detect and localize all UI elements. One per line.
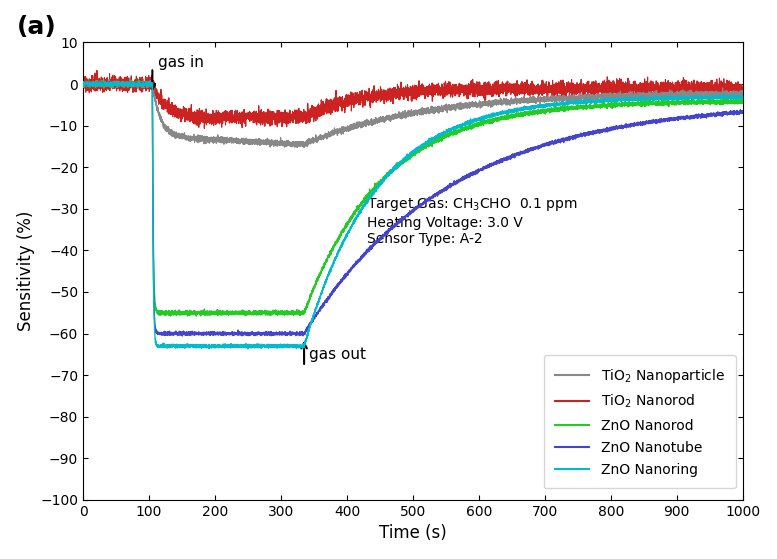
- Text: gas in: gas in: [158, 55, 204, 70]
- Text: (a): (a): [17, 15, 57, 39]
- X-axis label: Time (s): Time (s): [379, 524, 447, 542]
- Text: gas out: gas out: [309, 347, 367, 362]
- Legend: TiO$_2$ Nanoparticle, TiO$_2$ Nanorod, ZnO Nanorod, ZnO Nanotube, ZnO Nanoring: TiO$_2$ Nanoparticle, TiO$_2$ Nanorod, Z…: [544, 356, 736, 489]
- Y-axis label: Sensitivity (%): Sensitivity (%): [16, 211, 35, 331]
- Text: Target Gas: CH$_3$CHO  0.1 ppm
Heating Voltage: 3.0 V
Sensor Type: A-2: Target Gas: CH$_3$CHO 0.1 ppm Heating Vo…: [367, 196, 577, 246]
